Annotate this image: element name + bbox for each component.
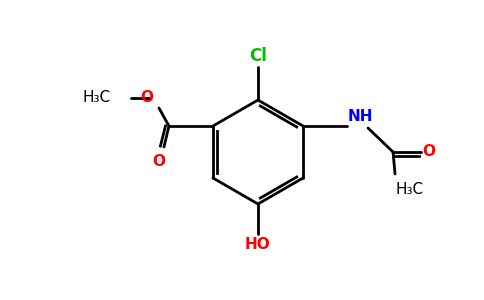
Text: O: O (140, 91, 153, 106)
Text: O: O (152, 154, 166, 169)
Text: HO: HO (245, 237, 271, 252)
Text: NH: NH (348, 109, 374, 124)
Text: H₃C: H₃C (395, 182, 423, 197)
Text: H₃C: H₃C (83, 91, 111, 106)
Text: O: O (422, 145, 435, 160)
Text: Cl: Cl (249, 47, 267, 65)
